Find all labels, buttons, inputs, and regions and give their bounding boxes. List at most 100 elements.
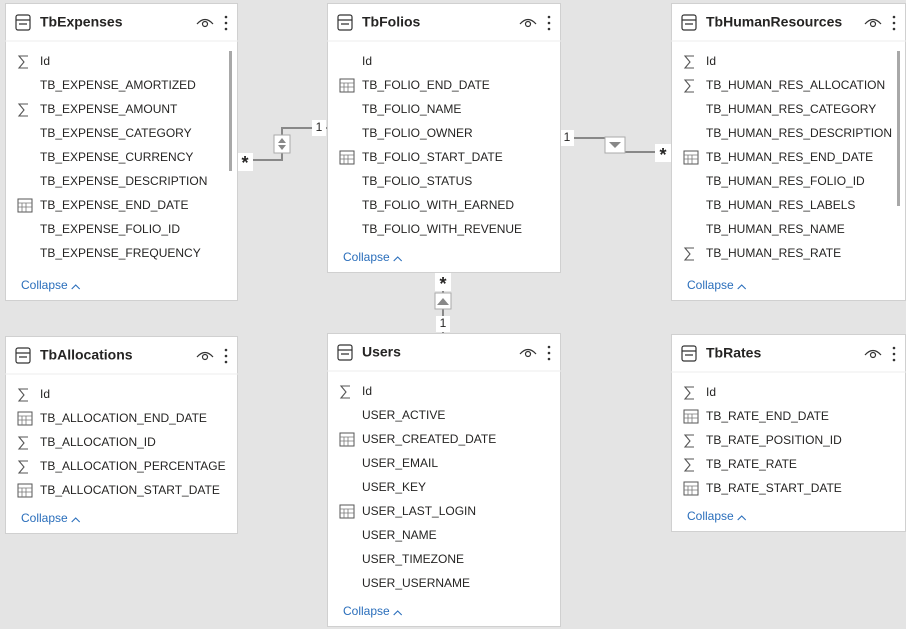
more-options-dot[interactable] [547,15,551,19]
table-icon-line [338,349,352,355]
collapse-link[interactable]: Collapse [687,509,734,523]
field-name[interactable]: Id [362,384,372,398]
field-name[interactable]: USER_NAME [362,528,437,542]
more-options-dot[interactable] [547,27,551,31]
sum-icon [17,388,28,402]
field-name[interactable]: TB_ALLOCATION_END_DATE [40,411,207,425]
visibility-icon[interactable] [864,349,882,356]
field-name[interactable]: Id [40,54,50,68]
table-card[interactable]: TbRates Id TB_RATE_END_DATE TB_RATE_POSITIO… [671,334,906,532]
date-icon [683,409,699,424]
field-name[interactable]: Id [40,387,50,401]
field-name[interactable]: USER_USERNAME [362,576,470,590]
field-name[interactable]: TB_ALLOCATION_START_DATE [40,483,220,497]
collapse-chevron [737,284,747,290]
cardinality-box [560,130,574,146]
visibility-icon[interactable] [519,18,537,25]
field-name[interactable]: TB_HUMAN_RES_LABELS [706,198,855,212]
sum-icon [683,386,694,400]
field-name[interactable]: TB_EXPENSE_AMOUNT [40,102,178,116]
table-card[interactable]: TbHumanResources Id TB_HUMAN_RES_ALLOCATIO… [671,3,906,301]
field-name[interactable]: USER_LAST_LOGIN [362,504,476,518]
field-name[interactable]: TB_FOLIO_END_DATE [362,78,490,92]
more-options-dot[interactable] [547,351,551,355]
visibility-icon[interactable] [196,351,214,358]
sum-icon [17,436,28,450]
more-options-dot[interactable] [892,358,896,362]
visibility-icon[interactable] [864,18,882,25]
field-name[interactable]: TB_HUMAN_RES_CATEGORY [706,102,876,116]
field-name[interactable]: TB_HUMAN_RES_END_DATE [706,150,873,164]
table-card[interactable]: TbExpenses Id TB_EXPENSE_AMORTIZED TB_EXPEN… [5,3,238,301]
date-icon [683,150,699,165]
field-name[interactable]: TB_HUMAN_RES_RATE [706,246,841,260]
visibility-icon[interactable] [519,348,537,355]
field-name[interactable]: Id [362,54,372,68]
collapse-link[interactable]: Collapse [343,604,390,618]
more-options-dot[interactable] [547,345,551,349]
more-options-dot[interactable] [892,346,896,350]
collapse-link[interactable]: Collapse [21,278,68,292]
scrollbar [897,51,900,206]
more-options-dot[interactable] [224,348,228,352]
date-icon-grid [340,82,354,92]
field-name[interactable]: TB_FOLIO_OWNER [362,126,473,140]
filter-arrow [437,298,449,305]
table-card[interactable]: TbAllocations Id TB_ALLOCATION_END_DATE TB_… [5,336,238,534]
more-options-dot[interactable] [547,357,551,361]
more-options-dot[interactable] [892,352,896,356]
field-name[interactable]: TB_EXPENSE_AMORTIZED [40,78,196,92]
field-name[interactable]: Id [706,54,716,68]
field-name[interactable]: TB_ALLOCATION_ID [40,435,156,449]
field-name[interactable]: TB_EXPENSE_FREQUENCY [40,246,201,260]
table-card[interactable]: TbFolios Id TB_FOLIO_END_DATE TB_FOLIO_NAME… [327,3,561,273]
field-name[interactable]: TB_EXPENSE_CURRENCY [40,150,193,164]
field-name[interactable]: TB_HUMAN_RES_DESCRIPTION [706,126,892,140]
table-title: TbExpenses [40,14,123,30]
field-name[interactable]: TB_EXPENSE_DESCRIPTION [40,174,207,188]
field-name[interactable]: TB_FOLIO_START_DATE [362,150,503,164]
visibility-icon[interactable] [196,18,214,25]
field-name[interactable]: TB_EXPENSE_END_DATE [40,198,189,212]
collapse-link[interactable]: Collapse [687,278,734,292]
field-name[interactable]: USER_KEY [362,480,426,494]
collapse-link[interactable]: Collapse [21,511,68,525]
more-options-dot[interactable] [892,21,896,25]
date-icon [683,481,699,496]
field-name[interactable]: TB_RATE_START_DATE [706,481,842,495]
more-options-dot[interactable] [224,354,228,358]
field-name[interactable]: TB_HUMAN_RES_NAME [706,222,845,236]
collapse-link[interactable]: Collapse [343,250,390,264]
field-name[interactable]: TB_FOLIO_WITH_REVENUE [362,222,522,236]
more-options-dot[interactable] [547,21,551,25]
field-name[interactable]: TB_HUMAN_RES_ALLOCATION [706,78,885,92]
field-name[interactable]: TB_HUMAN_RES_FOLIO_ID [706,174,865,188]
field-name[interactable]: USER_CREATED_DATE [362,432,496,446]
more-options-dot[interactable] [224,360,228,364]
tables: TbExpenses Id TB_EXPENSE_AMORTIZED TB_EXPEN… [5,3,906,627]
field-name[interactable]: USER_ACTIVE [362,408,445,422]
table-card[interactable]: Users Id USER_ACTIVE USER_CREATED_DATE USER_… [327,333,561,627]
field-name[interactable]: TB_FOLIO_WITH_EARNED [362,198,514,212]
cardinality-box [312,120,326,136]
field-name[interactable]: TB_FOLIO_NAME [362,102,461,116]
more-options-dot[interactable] [224,21,228,25]
field-name[interactable]: TB_RATE_POSITION_ID [706,433,842,447]
field-name[interactable]: TB_RATE_RATE [706,457,797,471]
table-icon-line [338,19,352,25]
sum-icon [17,103,28,117]
field-name[interactable]: USER_EMAIL [362,456,438,470]
field-name[interactable]: TB_EXPENSE_FOLIO_ID [40,222,180,236]
field-name[interactable]: TB_EXPENSE_CATEGORY [40,126,192,140]
more-options-dot[interactable] [892,27,896,31]
more-options-dot[interactable] [892,15,896,19]
field-name[interactable]: Id [706,385,716,399]
field-name[interactable]: TB_FOLIO_STATUS [362,174,472,188]
more-options-dot[interactable] [224,15,228,19]
field-name[interactable]: TB_ALLOCATION_PERCENTAGE [40,459,226,473]
field-name[interactable]: USER_TIMEZONE [362,552,464,566]
field-name[interactable]: TB_RATE_END_DATE [706,409,829,423]
card-background [327,333,561,627]
date-icon [339,432,355,447]
more-options-dot[interactable] [224,27,228,31]
